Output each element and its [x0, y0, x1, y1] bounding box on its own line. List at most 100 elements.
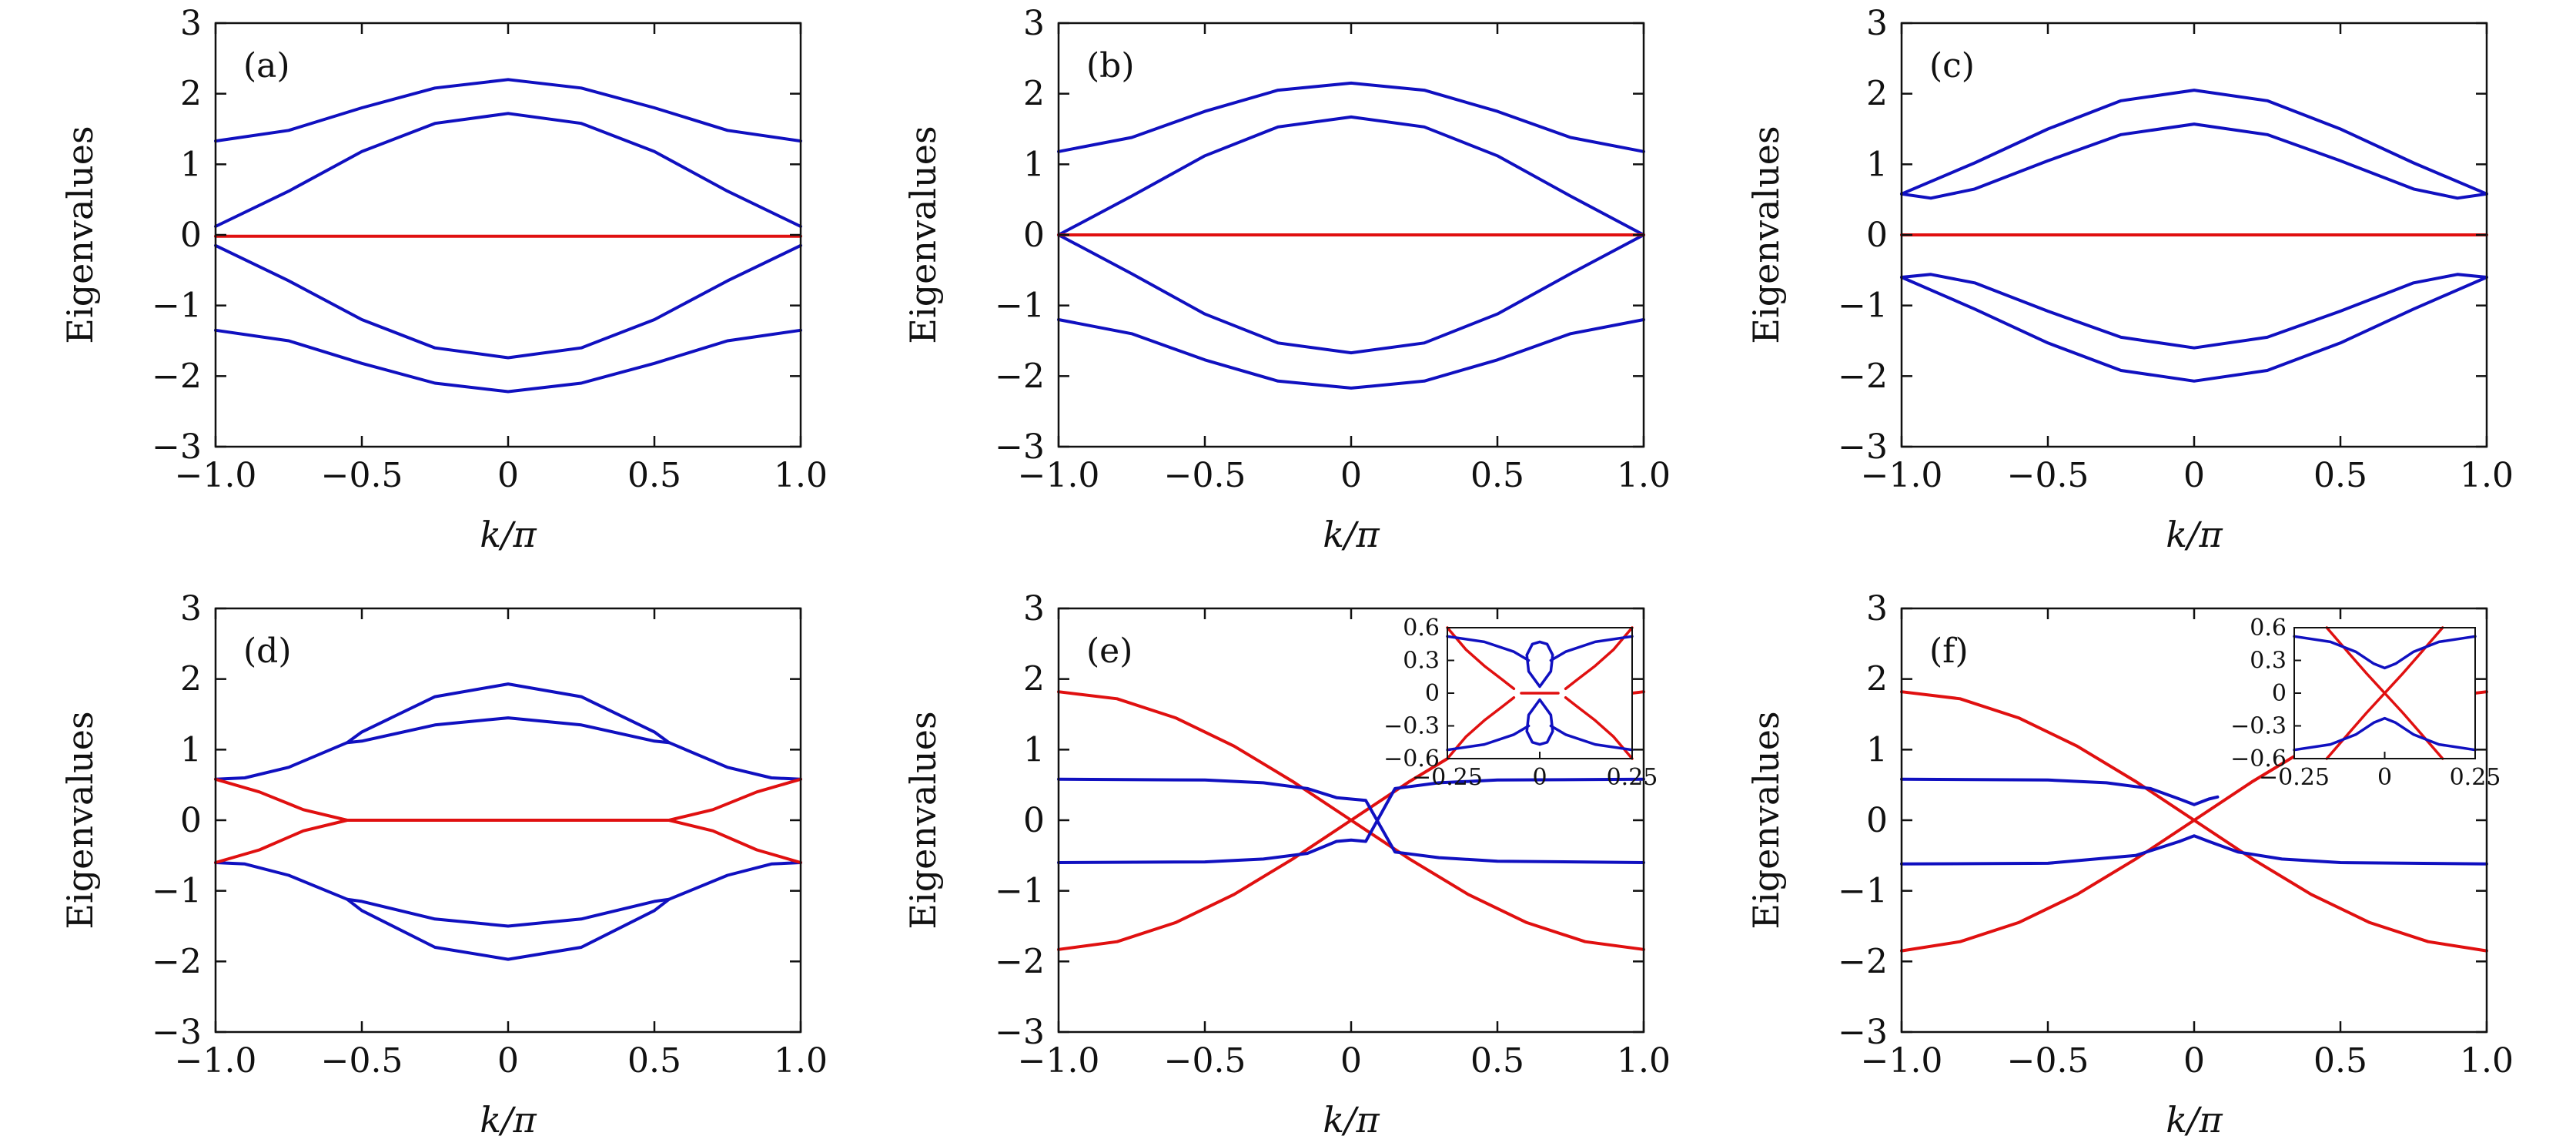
y-tick-label: −3 — [152, 427, 202, 467]
panel-e: −1.0 −0.5 0 0.5 1.0 −3 −2 −1 0 1 2 3 k/π Eigenvalues (… — [902, 589, 1671, 1141]
x-tick-label: −0.5 — [321, 456, 403, 495]
inset-series-line-11 — [1525, 698, 1554, 746]
x-tick-label: −1.0 — [1018, 456, 1100, 495]
y-tick-label: 0 — [1866, 801, 1888, 840]
y-tick-label: −1 — [152, 286, 202, 326]
x-tick-label: 0.5 — [627, 456, 681, 495]
panel-a: −1.0 −0.5 0 0.5 1.0 −3 −2 −1 0 1 2 3 k/π Eigenvalues (… — [59, 4, 828, 555]
inset-y-tick-label: 0.3 — [2250, 648, 2287, 675]
inset-series-line-8 — [1446, 724, 1531, 752]
series-line-5 — [1900, 839, 2181, 866]
y-tick-label: −1 — [995, 872, 1045, 911]
y-tick-label: −3 — [995, 1013, 1045, 1052]
y-tick-label: −3 — [1838, 1013, 1888, 1052]
series-line-2 — [214, 112, 802, 228]
panel-label: (e) — [1086, 632, 1132, 671]
series-line-3 — [214, 243, 802, 360]
series-line-2 — [1900, 122, 2488, 200]
y-tick-label: 1 — [1023, 730, 1045, 769]
panel-label: (d) — [243, 632, 292, 671]
inset-y-tick-label: −0.6 — [1383, 746, 1440, 772]
x-axis-label: k/π — [1323, 1099, 1380, 1141]
x-tick-label: −1.0 — [1861, 456, 1943, 495]
y-tick-label: 2 — [180, 660, 202, 699]
inset-series-line-7 — [1549, 635, 1634, 662]
series-line-3 — [1900, 777, 2220, 806]
y-tick-label: −2 — [152, 357, 202, 396]
x-tick-label: 1.0 — [774, 456, 828, 495]
series-line-5 — [214, 777, 802, 822]
x-tick-label: 0 — [2183, 456, 2205, 495]
series-line-4 — [1057, 318, 1645, 390]
y-tick-label: −1 — [995, 286, 1045, 326]
y-axis-label: Eigenvalues — [1745, 711, 1787, 929]
inset-plot: −0.25 0 0.25 −0.6 −0.3 0 0.3 0.6 — [1383, 615, 1658, 791]
y-tick-label: 3 — [1866, 589, 1888, 628]
series-line-3 — [1057, 233, 1645, 355]
x-tick-label: −1.0 — [175, 456, 257, 495]
y-tick-label: 3 — [180, 4, 202, 43]
x-tick-label: 1.0 — [774, 1041, 828, 1081]
x-tick-label: −1.0 — [1861, 1041, 1943, 1081]
inset-series-line-4 — [2293, 716, 2477, 752]
inset-y-tick-label: −0.6 — [2230, 746, 2287, 772]
y-tick-label: 0 — [1866, 216, 1888, 255]
inset-series-line-6 — [1446, 635, 1531, 662]
x-tick-label: 0 — [2183, 1041, 2205, 1081]
x-tick-label: 1.0 — [2460, 1041, 2514, 1081]
inset-y-tick-label: −0.3 — [1383, 713, 1440, 740]
panel-b: −1.0 −0.5 0 0.5 1.0 −3 −2 −1 0 1 2 3 k/π Eigenvalues (… — [902, 4, 1671, 555]
x-tick-label: −0.5 — [2007, 1041, 2089, 1081]
panel-label: (c) — [1929, 46, 1975, 85]
x-tick-label: 0.5 — [2313, 1041, 2367, 1081]
inset-y-tick-label: −0.3 — [2230, 713, 2287, 740]
inset-y-tick-label: 0.6 — [1403, 615, 1440, 642]
series-line-1 — [1900, 89, 2488, 196]
x-tick-label: −1.0 — [175, 1041, 257, 1081]
inset-y-tick-label: 0 — [1425, 680, 1440, 707]
series-line-6 — [214, 819, 802, 864]
series-line-1 — [214, 682, 802, 781]
series-line-4 — [1057, 777, 1645, 864]
x-tick-label: 0 — [1340, 1041, 1362, 1081]
inset-series-line-2 — [1446, 695, 1516, 760]
y-tick-label: −3 — [995, 427, 1045, 467]
y-tick-label: 0 — [180, 216, 202, 255]
inset-series-line-9 — [1549, 724, 1634, 752]
inset-series-line-4 — [1564, 695, 1634, 760]
series-line-4 — [1900, 276, 2488, 383]
inset-y-tick-label: 0 — [2272, 680, 2287, 707]
y-tick-label: 2 — [180, 75, 202, 114]
y-tick-label: 2 — [1866, 660, 1888, 699]
x-tick-label: 0.5 — [627, 1041, 681, 1081]
y-tick-label: −2 — [1838, 357, 1888, 396]
y-tick-label: 2 — [1023, 660, 1045, 699]
inset-y-tick-label: 0.6 — [2250, 615, 2287, 642]
y-tick-label: −1 — [152, 872, 202, 911]
y-axis-label: Eigenvalues — [59, 711, 101, 929]
panel-f: −1.0 −0.5 0 0.5 1.0 −3 −2 −1 0 1 2 3 k/π Eigenvalues (… — [1745, 589, 2514, 1141]
x-tick-label: −0.5 — [1164, 1041, 1246, 1081]
x-tick-label: 0.5 — [1470, 1041, 1524, 1081]
inset-x-tick-label: 0 — [2377, 764, 2392, 791]
x-tick-label: 1.0 — [2460, 456, 2514, 495]
series-line-1 — [214, 78, 802, 143]
x-tick-label: 0 — [497, 456, 519, 495]
y-tick-label: −2 — [152, 942, 202, 981]
x-tick-label: 0 — [497, 1041, 519, 1081]
y-tick-label: 1 — [1866, 730, 1888, 769]
y-tick-label: 3 — [1023, 589, 1045, 628]
inset-x-tick-label: −0.25 — [2259, 764, 2330, 791]
inset-y-tick-label: 0.3 — [1403, 648, 1440, 675]
y-tick-label: −1 — [1838, 872, 1888, 911]
series-line-2 — [1057, 115, 1645, 236]
inset-series-line-10 — [1525, 640, 1554, 689]
x-tick-label: 0.5 — [2313, 456, 2367, 495]
series-line-3 — [1900, 273, 2488, 350]
y-tick-label: 0 — [180, 801, 202, 840]
panel-label: (f) — [1929, 632, 1969, 671]
y-axis-label: Eigenvalues — [59, 126, 101, 343]
y-tick-label: 2 — [1866, 75, 1888, 114]
series-line-4 — [2178, 834, 2488, 866]
